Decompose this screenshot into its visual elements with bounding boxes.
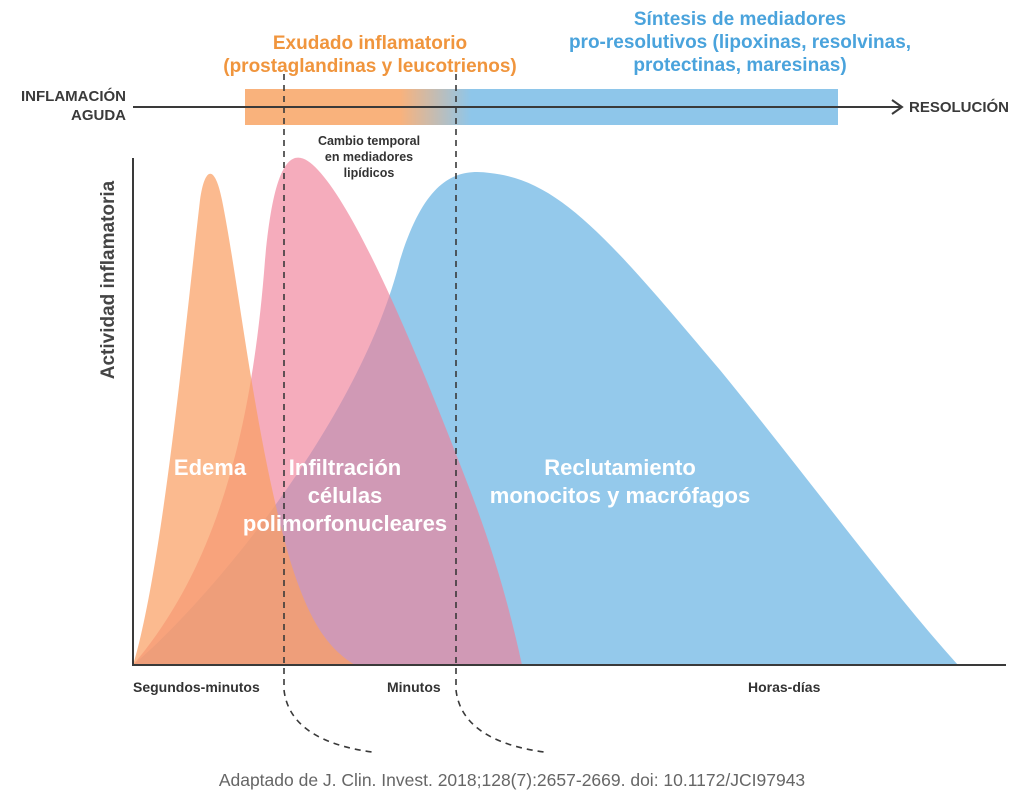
pmn-label: Infiltración células polimorfonucleares [225,454,465,538]
exudate-title-line2: (prostaglandinas y leucotrienos) [223,56,517,77]
exudate-title: Exudado inflamatorio (prostaglandinas y … [170,32,570,78]
x-tick-hours-days: Horas-días [748,679,821,695]
monocyte-label-line2: monocitos y macrófagos [489,483,751,508]
edema-area [133,173,355,665]
synthesis-title: Síntesis de mediadores pro-resolutivos (… [520,8,960,77]
edema-label: Edema [173,455,247,480]
monocyte-label: Reclutamiento monocitos y macrófagos [470,454,770,510]
x-tick-seconds-minutes: Segundos-minutos [133,679,260,695]
x-tick-minutes: Minutos [387,679,441,695]
synthesis-title-line1: Síntesis de mediadores [633,9,847,30]
pmn-label-line3: polimorfonucleares [242,511,448,536]
source-citation: Adaptado de J. Clin. Invest. 2018;128(7)… [218,770,806,790]
synthesis-title-line2: pro-resolutivos (lipoxinas, resolvinas, [568,32,912,53]
lipid-shift-note: Cambio temporal en mediadores lipídicos [300,133,438,181]
pmn-label-line2: células [307,483,383,508]
timeline-arrow-head [891,99,904,115]
monocyte-label-line1: Reclutamiento [544,455,696,480]
acute-inflammation-label: INFLAMACIÓN AGUDA [8,87,126,125]
acute-inflammation-line2: AGUDA [71,107,126,124]
synthesis-title-line3: protectinas, maresinas) [633,55,847,76]
resolution-label: RESOLUCIÓN [909,99,1010,116]
lipid-shift-line3: lipídicos [343,166,395,180]
lipid-shift-line1: Cambio temporal [317,134,421,148]
exudate-title-line1: Exudado inflamatorio [272,33,468,54]
lipid-shift-line2: en mediadores [324,150,414,164]
pmn-label-line1: Infiltración [288,455,402,480]
dashed-marker-1 [283,74,373,753]
y-axis-label: Actividad inflamatoria [98,180,119,380]
dashed-marker-2 [455,74,545,753]
acute-inflammation-line1: INFLAMACIÓN [21,88,126,105]
